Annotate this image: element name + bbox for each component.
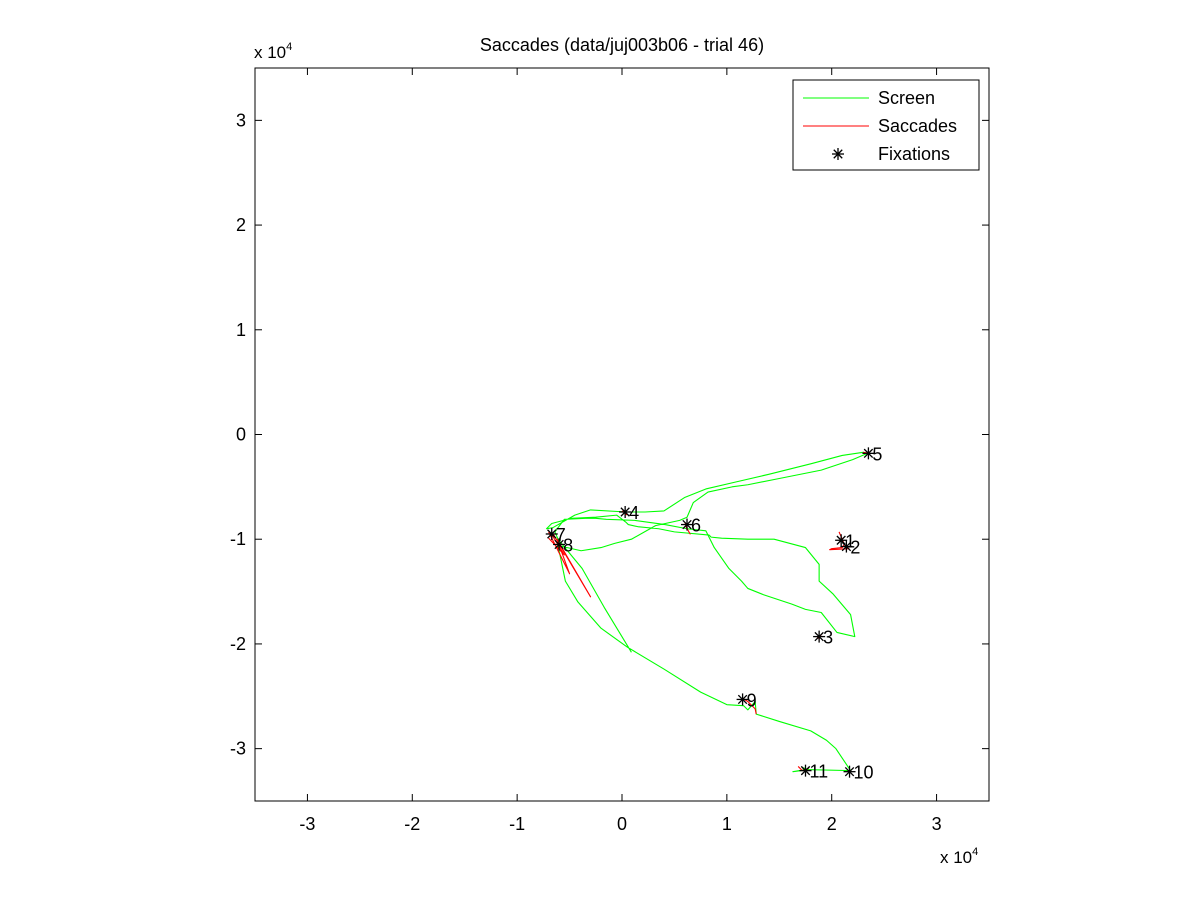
y-tick-label-0: -3 bbox=[230, 739, 246, 759]
x-tick-label-1: -2 bbox=[404, 814, 420, 834]
legend-swatch-fixations bbox=[832, 148, 844, 160]
y-tick-label-1: -2 bbox=[230, 634, 246, 654]
screen-trace-line bbox=[545, 451, 868, 773]
legend-label-fixations: Fixations bbox=[878, 144, 950, 164]
legend-label-screen: Screen bbox=[878, 88, 935, 108]
fixation-label-9: 9 bbox=[747, 690, 757, 710]
y-tick-label-5: 2 bbox=[236, 215, 246, 235]
fixation-marker-10 bbox=[843, 765, 856, 778]
legend: Screen Saccades Fixations bbox=[792, 79, 980, 171]
fixation-marker-5 bbox=[862, 447, 875, 460]
x-axis-multiplier: x 104 bbox=[940, 846, 978, 867]
fixation-label-6: 6 bbox=[691, 516, 701, 536]
y-tick-label-2: -1 bbox=[230, 529, 246, 549]
fixation-label-4: 4 bbox=[629, 503, 639, 523]
y-tick-label-3: 0 bbox=[236, 425, 246, 445]
x-tick-label-4: 1 bbox=[722, 814, 732, 834]
fixation-marker-7 bbox=[545, 527, 558, 540]
saccade-segment-6 bbox=[548, 531, 592, 598]
fixation-label-3: 3 bbox=[823, 628, 833, 648]
fixation-marker-3 bbox=[813, 630, 826, 643]
fixation-marker-4 bbox=[619, 505, 632, 518]
fixation-marker-2 bbox=[840, 540, 853, 553]
legend-box bbox=[792, 79, 980, 171]
fixation-marker-8 bbox=[553, 538, 566, 551]
fixation-label-1: 1 bbox=[845, 531, 855, 551]
fixation-label-7: 7 bbox=[556, 525, 566, 545]
fixation-marker-9 bbox=[736, 693, 749, 706]
fixation-label-10: 10 bbox=[854, 763, 874, 783]
x-tick-label-5: 2 bbox=[827, 814, 837, 834]
fixation-label-8: 8 bbox=[563, 535, 573, 555]
x-tick-label-6: 3 bbox=[932, 814, 942, 834]
fixation-label-5: 5 bbox=[872, 444, 882, 464]
plot-series: 12 3 4 5 6 78 9 10 11 bbox=[545, 444, 882, 783]
x-tick-label-2: -1 bbox=[509, 814, 525, 834]
fixation-label-11: 11 bbox=[810, 762, 829, 782]
fixation-marker-6 bbox=[681, 518, 694, 531]
y-tick-label-4: 1 bbox=[236, 320, 246, 340]
x-tick-label-3: 0 bbox=[617, 814, 627, 834]
fixation-marker-1 bbox=[835, 534, 848, 547]
fixation-marker-11 bbox=[799, 764, 812, 777]
chart-title: Saccades (data/juj003b06 - trial 46) bbox=[480, 35, 764, 55]
y-tick-label-6: 3 bbox=[236, 110, 246, 130]
x-tick-label-0: -3 bbox=[299, 814, 315, 834]
fixation-label-2: 2 bbox=[850, 538, 860, 558]
legend-label-saccades: Saccades bbox=[878, 116, 957, 136]
y-axis-multiplier: x 104 bbox=[254, 41, 292, 62]
